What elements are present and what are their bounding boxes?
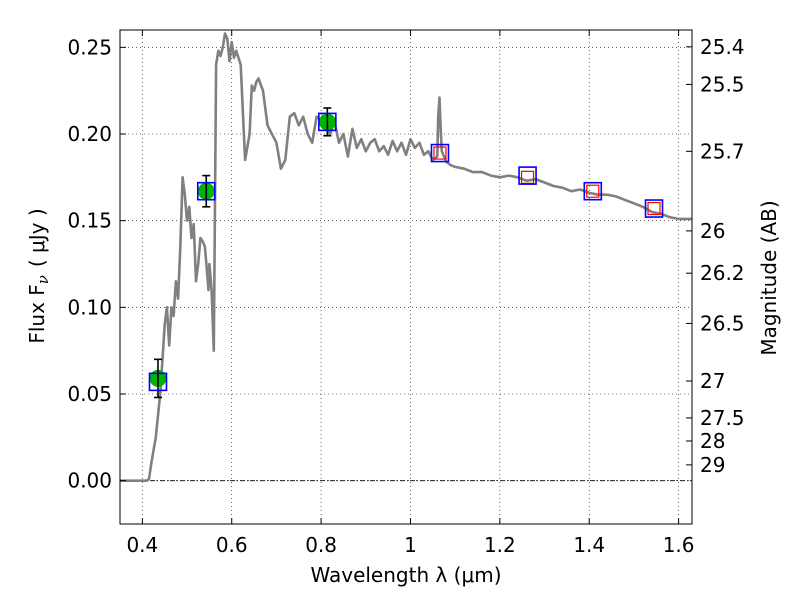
y2-tick-label: 28 (700, 429, 725, 453)
y-tick-label: 0.10 (67, 295, 112, 319)
x-tick-label: 1.2 (484, 533, 516, 557)
y2-tick-label: 25.4 (700, 35, 745, 59)
y2-tick-label: 26.5 (700, 311, 745, 335)
model-band-marker (644, 199, 664, 218)
x-axis-ticks: 0.4 0.6 0.8 1 1.2 1.4 1.6 (126, 30, 695, 557)
y-axis-ticks: 0.00 0.05 0.10 0.15 0.20 0.25 (67, 35, 126, 493)
y2-tick-label: 26 (700, 219, 725, 243)
model-band-marker (196, 181, 216, 201)
x-tick-label: 1.6 (663, 533, 695, 557)
model-band-marker (318, 112, 337, 132)
plot-frame (119, 29, 693, 525)
y-tick-label: 0.05 (67, 382, 112, 406)
y2-tick-label: 26.2 (700, 261, 745, 285)
x-tick-label: 0.6 (216, 533, 248, 557)
y2-tick-label: 25.7 (700, 139, 745, 163)
plot-area (120, 32, 692, 483)
y-tick-label: 0.20 (67, 122, 112, 146)
upper-limit-marker (433, 146, 447, 160)
model-band-marker (148, 372, 168, 392)
y-tick-label: 0.00 (67, 469, 112, 493)
x-axis-label: Wavelength λ (μm) (310, 563, 501, 587)
x-tick-label: 0.8 (305, 533, 337, 557)
y-tick-label: 0.15 (67, 209, 112, 233)
upper-limit-marker (647, 201, 661, 216)
y2-tick-label: 27.5 (700, 406, 745, 430)
model-band-marker (430, 143, 450, 163)
y-axis-label: Flux Fν( μJy ) (25, 208, 52, 343)
model-band-marker (583, 181, 603, 201)
y2-tick-label: 29 (700, 453, 725, 477)
y2-axis-label: Magnitude (AB) (757, 200, 781, 355)
model-band-marker (518, 166, 537, 185)
y2-tick-label: 27 (700, 369, 725, 393)
x-tick-label: 0.4 (126, 533, 158, 557)
x-tick-label: 1.4 (573, 533, 605, 557)
y-tick-label: 0.25 (67, 35, 112, 59)
x-tick-label: 1 (404, 533, 417, 557)
spectrum-line (120, 32, 692, 483)
y2-tick-label: 25.5 (700, 72, 745, 96)
grid-lines (120, 30, 692, 524)
upper-limit-marker (586, 184, 600, 198)
